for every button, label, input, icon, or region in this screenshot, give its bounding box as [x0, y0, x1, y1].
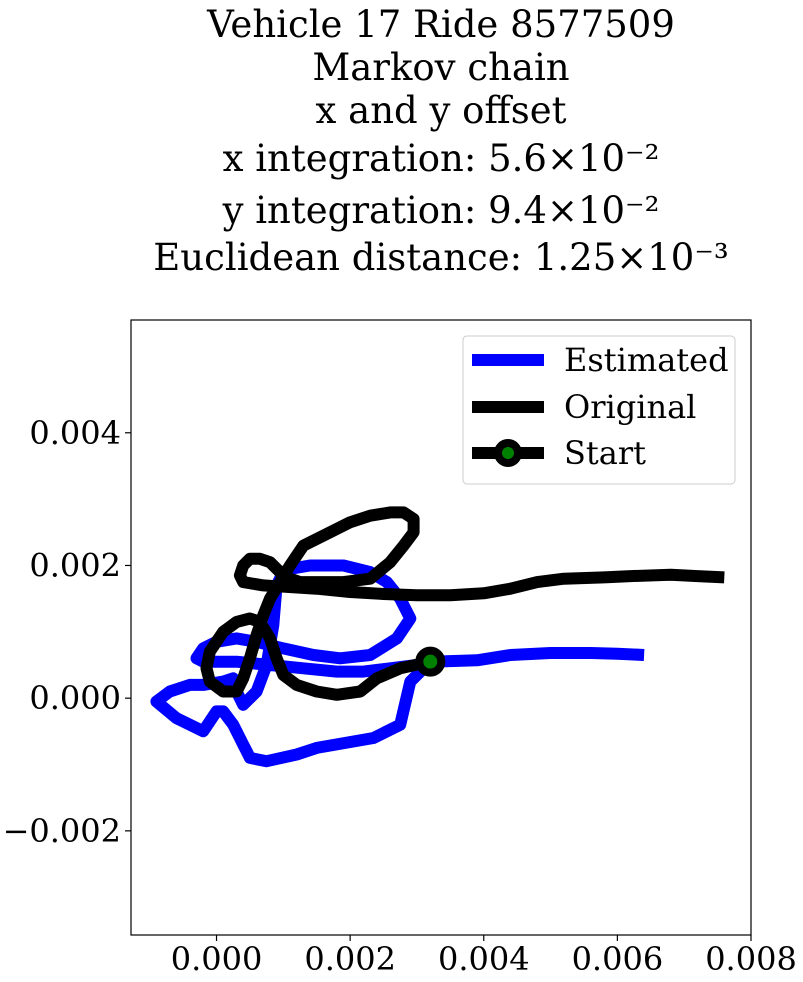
y-tick-label: 0.004 [29, 414, 121, 452]
legend-label-original: Original [564, 388, 696, 426]
y-axis: −0.002 0.000 0.002 0.004 [3, 414, 131, 850]
x-tick-label: 0.008 [705, 940, 797, 978]
legend-marker-start [494, 439, 522, 467]
start-marker [415, 646, 446, 677]
series-line-estimated [150, 559, 645, 768]
title-line-2: Markov chain [312, 46, 569, 89]
y-tick-label: 0.000 [29, 679, 121, 717]
x-tick-label: 0.006 [572, 940, 664, 978]
series-line-original [200, 506, 725, 701]
title-line-6: Euclidean distance: 1.25×10⁻³ [153, 236, 728, 279]
x-tick-label: 0.004 [438, 940, 530, 978]
x-tick-label: 0.000 [171, 940, 263, 978]
chart-title: Vehicle 17 Ride 8577509 Markov chain x a… [153, 3, 728, 279]
y-tick-label: −0.002 [3, 812, 121, 850]
title-line-1: Vehicle 17 Ride 8577509 [206, 3, 675, 46]
legend-label-estimated: Estimated [564, 341, 729, 379]
plot-frame [130, 319, 752, 936]
series-layer [150, 506, 725, 768]
title-line-3: x and y offset [316, 89, 567, 132]
title-line-5: y integration: 9.4×10⁻² [222, 189, 660, 232]
title-line-4: x integration: 5.6×10⁻² [223, 137, 660, 180]
legend-label-start: Start [564, 434, 646, 472]
x-tick-label: 0.002 [304, 940, 396, 978]
y-tick-label: 0.002 [29, 546, 121, 584]
legend: Estimated Original Start [462, 335, 736, 485]
x-axis: 0.000 0.002 0.004 0.006 0.008 [171, 935, 797, 978]
